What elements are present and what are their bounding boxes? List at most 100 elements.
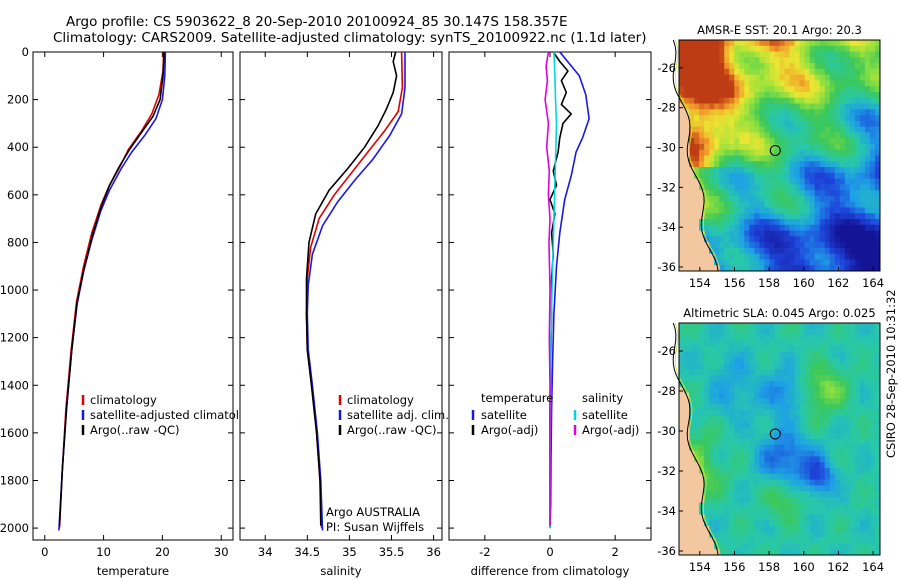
map-cell — [759, 386, 765, 393]
map-cell — [849, 531, 856, 538]
map-cell — [854, 334, 861, 341]
x-tick-label: 35.5 — [379, 545, 405, 559]
map-cell — [814, 97, 821, 104]
map-cell — [739, 508, 745, 515]
map-cell — [789, 74, 795, 81]
map-cell — [769, 328, 775, 335]
map-cell — [699, 74, 705, 81]
map-cell — [809, 155, 816, 162]
map-cell — [754, 421, 760, 428]
map-cell — [799, 456, 806, 463]
map-cell — [789, 219, 795, 226]
coastline — [672, 39, 719, 272]
map-cell — [699, 247, 705, 255]
map-cell — [729, 230, 735, 237]
map-cell — [704, 508, 710, 515]
map-cell — [794, 68, 801, 76]
x-axis-label: salinity — [320, 564, 361, 578]
map-cell — [829, 40, 836, 47]
map-cell — [714, 433, 720, 440]
map-cell — [819, 398, 826, 405]
map-cell — [859, 468, 866, 475]
map-cell — [784, 334, 790, 341]
map-cell — [869, 450, 876, 457]
map-cell — [774, 201, 780, 208]
map-cell — [794, 149, 801, 156]
map-cell — [804, 172, 811, 180]
map-cell — [749, 323, 755, 330]
map-cell — [869, 115, 876, 122]
map-cell — [764, 462, 770, 469]
map-cell — [694, 126, 700, 133]
map-cell — [769, 195, 775, 203]
map-cell — [789, 51, 795, 58]
map-cell — [874, 219, 881, 226]
map-cell — [814, 375, 821, 382]
map-cell — [804, 473, 811, 480]
map-cell — [859, 537, 866, 544]
map-cell — [734, 427, 740, 434]
map-cell — [874, 410, 881, 417]
map-cell — [744, 520, 750, 527]
map-cell — [859, 439, 866, 446]
map-cell — [834, 86, 841, 93]
map-cell — [849, 74, 856, 81]
map-cell — [739, 537, 745, 544]
map-cell — [689, 549, 695, 556]
map-cell — [839, 132, 846, 139]
map-cell — [719, 224, 725, 231]
map-cell — [859, 502, 866, 509]
map-cell — [839, 427, 846, 434]
map-cell — [789, 91, 795, 99]
map-cell — [699, 195, 705, 203]
map-cell — [704, 115, 710, 122]
map-cell — [854, 103, 861, 110]
map-cell — [749, 45, 755, 52]
map-cell — [774, 386, 780, 393]
map-cell — [704, 543, 710, 550]
map-cell — [699, 63, 705, 70]
map-cell — [819, 143, 826, 151]
map-cell — [734, 514, 740, 521]
map-cell — [744, 184, 750, 191]
map-cell — [864, 491, 871, 498]
map-cell — [854, 450, 861, 457]
map-cell — [849, 549, 856, 556]
map-cell — [804, 63, 811, 70]
map-cell — [724, 346, 730, 353]
map-cell — [759, 392, 765, 399]
map-cell — [759, 132, 765, 139]
map-cell — [854, 514, 861, 521]
map-cell — [814, 138, 821, 145]
map-cell — [769, 155, 775, 162]
map-cell — [874, 485, 881, 492]
map-cell — [859, 531, 866, 538]
map-cell — [729, 352, 735, 359]
map-cell — [799, 230, 806, 237]
map-cell — [709, 143, 715, 151]
map-cell — [754, 450, 760, 457]
map-cell — [689, 51, 695, 58]
map-cell — [824, 143, 831, 151]
map-cell — [759, 230, 765, 237]
map-cell — [714, 357, 720, 364]
map-cell — [849, 242, 856, 249]
map-cell — [799, 462, 806, 469]
map-cell — [769, 201, 775, 208]
map-cell — [839, 115, 846, 122]
map-cell — [749, 456, 755, 463]
map-cell — [779, 190, 785, 197]
map-cell — [804, 40, 811, 47]
map-cell — [739, 190, 745, 197]
map-cell — [864, 172, 871, 180]
map-cell — [699, 398, 705, 405]
map-cell — [819, 219, 826, 226]
map-cell — [789, 328, 795, 335]
map-cell — [719, 514, 725, 521]
map-y-tick-label: -28 — [657, 384, 676, 398]
map-cell — [764, 97, 770, 104]
map-cell — [744, 103, 750, 110]
map-cell — [854, 433, 861, 440]
map-cell — [744, 167, 750, 174]
map-cell — [739, 334, 745, 341]
